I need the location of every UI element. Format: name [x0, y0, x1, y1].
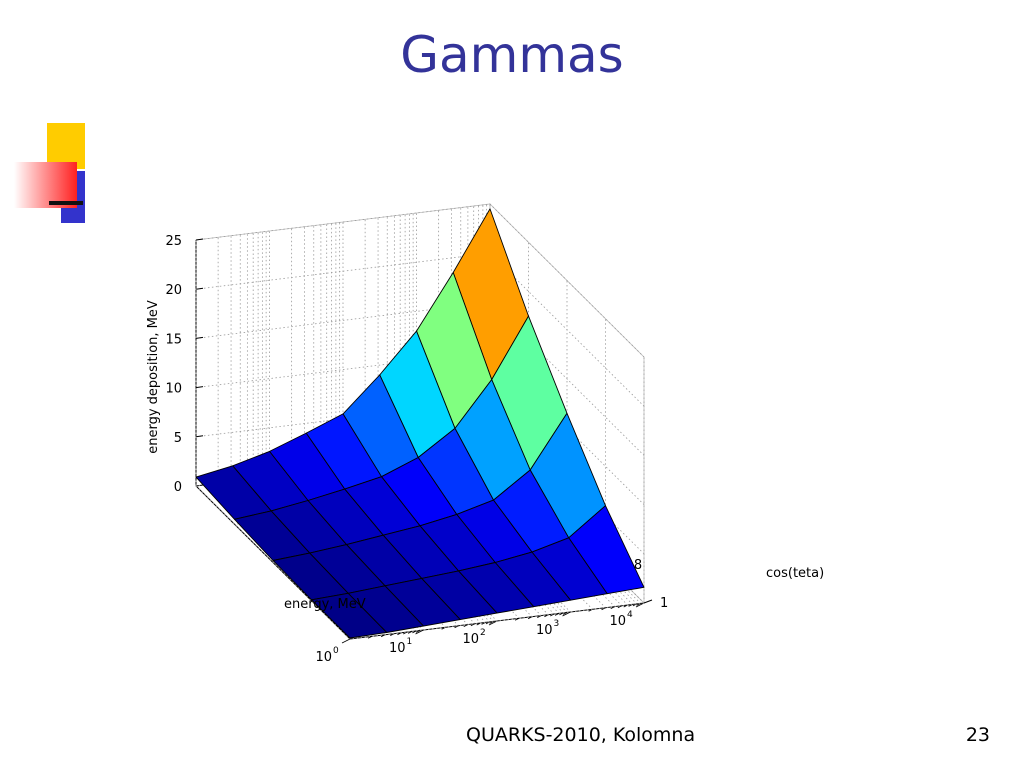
z-gridline: [195, 203, 645, 358]
energy-tick-exponent: 2: [480, 628, 486, 638]
z-tick-mark: [195, 287, 204, 290]
z-tick-mark: [195, 238, 204, 241]
energy-tick-mark: [635, 602, 645, 608]
energy-tick-mark: [367, 635, 373, 639]
z-axis-label: energy deposition, MeV: [146, 300, 161, 454]
z-tick-mark: [195, 435, 204, 438]
energy-tick-label: 10: [609, 614, 626, 629]
z-tick-label: 5: [174, 431, 182, 446]
red-gradient-square-decoration: [14, 162, 77, 208]
energy-axis-label: energy, MeV: [284, 597, 366, 612]
energy-tick-mark: [562, 611, 571, 617]
energy-tick-exponent: 1: [407, 637, 413, 647]
z-tick-mark: [195, 386, 204, 389]
energy-tick-mark: [550, 613, 555, 617]
energy-tick-mark: [485, 621, 491, 625]
yellow-square-decoration: [47, 123, 85, 169]
energy-tick-mark: [632, 603, 638, 607]
z-tick-label: 20: [165, 283, 182, 298]
z-tick-label: 25: [165, 234, 182, 249]
surface-patch: [311, 592, 388, 639]
footer-text: QUARKS-2010, Kolomna: [466, 724, 696, 746]
energy-tick-mark: [380, 634, 386, 638]
z-tick-mark: [195, 336, 204, 339]
energy-tick-mark: [407, 631, 413, 634]
z-tick-label: 10: [165, 382, 182, 397]
energy-tick-exponent: 4: [627, 610, 633, 620]
energy-tick-mark: [559, 612, 564, 616]
energy-tick-mark: [341, 638, 351, 644]
energy-tick-mark: [601, 607, 606, 611]
cos-tick-label: 1: [660, 596, 668, 611]
cos-axis-label: cos(teta): [766, 566, 824, 581]
energy-tick-mark: [415, 630, 421, 633]
energy-tick-mark: [403, 631, 408, 635]
energy-tick-mark: [514, 617, 520, 621]
energy-tick-mark: [412, 630, 417, 634]
energy-tick-mark: [554, 613, 560, 616]
energy-tick-mark: [610, 606, 615, 609]
energy-tick-label: 10: [536, 623, 553, 638]
energy-tick-mark: [463, 624, 468, 627]
energy-tick-exponent: 3: [554, 619, 560, 629]
energy-tick-exponent: 0: [333, 646, 339, 656]
surface-chart: 05101520250.20.40.60.81100101102103104en…: [146, 203, 824, 665]
black-line-decoration: [49, 201, 83, 205]
energy-tick-mark: [488, 620, 498, 626]
cos-tick-mark: [643, 599, 653, 604]
cos-gridline-floor: [349, 602, 645, 640]
energy-tick-mark: [617, 605, 623, 609]
z-tick-label: 0: [174, 480, 182, 495]
energy-tick-label: 10: [389, 641, 406, 656]
energy-tick-mark: [415, 629, 424, 635]
energy-tick-mark: [470, 623, 476, 627]
page-number: 23: [965, 724, 990, 746]
slide-title: Gammas: [400, 26, 624, 84]
z-tick-label: 15: [165, 332, 182, 347]
energy-tick-label: 10: [462, 632, 479, 647]
energy-tick-mark: [562, 612, 568, 615]
energy-tick-label: 10: [315, 650, 332, 665]
energy-tick-mark: [454, 625, 459, 629]
